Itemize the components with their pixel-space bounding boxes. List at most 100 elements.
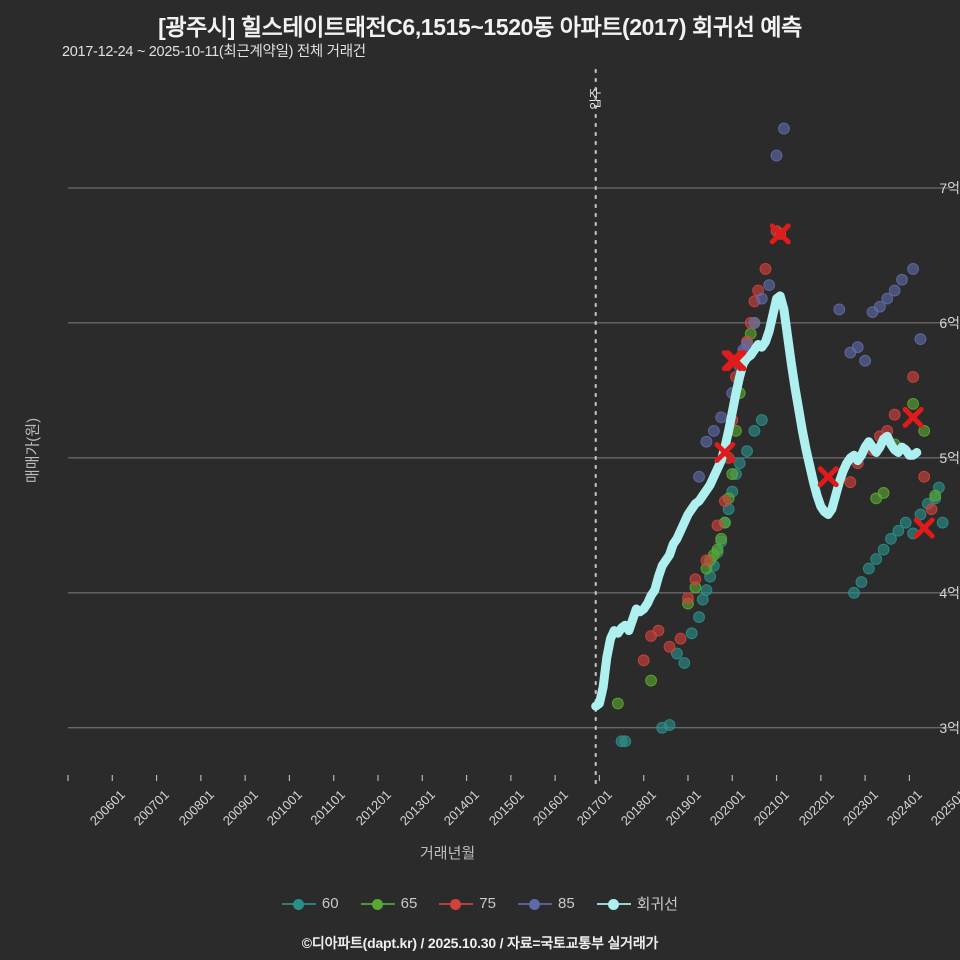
y-tick-label: 7억 — [939, 179, 960, 196]
scatter-point — [693, 470, 705, 483]
scatter-point — [663, 719, 676, 731]
scatter-point — [877, 543, 890, 556]
scatter-point — [833, 303, 846, 316]
scatter-point — [763, 279, 776, 292]
chart-legend: 60 65 75 85 회귀선 — [0, 893, 960, 914]
scatter-point — [711, 543, 724, 556]
scatter-point — [645, 674, 657, 687]
scatter-point — [637, 654, 650, 667]
scatter-point — [896, 273, 908, 286]
y-tick-label: 4억 — [939, 584, 960, 601]
scatter-point — [693, 611, 705, 624]
scatter-point — [870, 553, 883, 565]
legend-item-65[interactable]: 65 — [360, 895, 418, 912]
highlight-x-marker — [817, 466, 839, 488]
scatter-point — [755, 414, 768, 426]
scatter-point — [907, 370, 919, 383]
scatter-point — [689, 573, 702, 586]
scatter-point — [700, 554, 713, 567]
scatter-point — [748, 424, 761, 437]
scatter-point — [936, 516, 949, 529]
scatter-point — [715, 532, 728, 545]
scatter-point — [678, 657, 691, 669]
scatter-point — [918, 424, 931, 437]
legend-item-85[interactable]: 85 — [517, 895, 575, 912]
highlight-x-marker — [721, 350, 743, 372]
y-tick-label: 5억 — [939, 449, 960, 466]
scatter-point — [907, 263, 919, 275]
scatter-point — [844, 476, 857, 489]
scatter-point — [652, 624, 665, 637]
scatter-point — [929, 489, 942, 502]
page-subtitle: 2017-12-24 ~ 2025-10-11(최근계약일) 전체 거래건 — [62, 44, 366, 60]
scatter-point — [671, 647, 683, 660]
axis-ticks — [67, 775, 911, 781]
highlight-x-marker — [902, 406, 924, 428]
legend-item-회귀선[interactable]: 회귀선 — [596, 893, 679, 914]
scatter-point — [770, 149, 783, 162]
y-axis-title: 매매가(원) — [24, 417, 42, 484]
highlight-x-marker — [913, 517, 935, 539]
highlight-x-marker — [769, 223, 791, 245]
page-title: [광주시] 힐스테이트태전C6,1515~1520동 아파트(2017) 회귀선… — [158, 14, 802, 40]
scatter-point — [885, 532, 897, 545]
scatter-point — [619, 735, 632, 748]
scatter-point — [851, 341, 864, 354]
scatter-point — [700, 435, 713, 448]
highlight-markers — [714, 223, 935, 539]
scatter-point — [859, 354, 872, 367]
scatter-point — [707, 424, 720, 437]
scatter-point — [862, 562, 875, 575]
legend-swatch-icon — [360, 897, 395, 911]
y-tick-label: 3억 — [939, 719, 960, 736]
scatter-point — [663, 640, 676, 653]
legend-label: 85 — [557, 895, 575, 912]
movein-annotation-label: 입주 — [588, 87, 603, 110]
scatter-point — [899, 516, 912, 529]
legend-label: 75 — [479, 895, 496, 912]
scatter-point — [741, 338, 753, 351]
scatter-point — [715, 411, 728, 424]
scatter-point — [877, 487, 890, 499]
x-axis-title: 거래년월 — [420, 845, 476, 862]
scatter-point — [711, 519, 724, 532]
scatter-point — [855, 576, 868, 588]
gridlines — [68, 187, 950, 729]
legend-label: 65 — [400, 895, 418, 912]
highlight-x-marker — [725, 350, 747, 372]
scatter-point — [759, 263, 772, 275]
scatter-point — [726, 468, 739, 480]
legend-swatch-icon — [596, 897, 631, 911]
scatter-point — [778, 122, 790, 135]
scatter-point — [918, 470, 931, 483]
scatter-point — [914, 333, 927, 346]
legend-item-75[interactable]: 75 — [439, 895, 496, 912]
scatter-point — [907, 397, 919, 410]
scatter-point — [682, 592, 694, 605]
scatter-points — [611, 122, 949, 748]
legend-swatch-icon — [517, 897, 552, 911]
highlight-x-marker — [714, 441, 736, 463]
y-tick-label: 6억 — [939, 314, 960, 331]
scatter-point — [674, 632, 687, 645]
scatter-point — [888, 284, 901, 297]
scatter-point — [685, 627, 698, 640]
scatter-point — [741, 445, 753, 458]
regression-line — [591, 291, 922, 711]
scatter-point — [733, 457, 746, 470]
scatter-point — [888, 408, 901, 421]
scatter-point — [755, 292, 768, 305]
scatter-point — [748, 317, 761, 329]
legend-label: 60 — [321, 895, 339, 912]
scatter-point — [718, 495, 731, 507]
scatter-point — [914, 508, 927, 521]
scatter-point — [700, 584, 713, 597]
scatter-point — [892, 524, 905, 537]
legend-item-60[interactable]: 60 — [281, 895, 339, 912]
scatter-point — [925, 503, 938, 516]
legend-label: 회귀선 — [636, 896, 679, 913]
legend-swatch-icon — [439, 897, 474, 911]
scatter-point — [881, 292, 894, 305]
